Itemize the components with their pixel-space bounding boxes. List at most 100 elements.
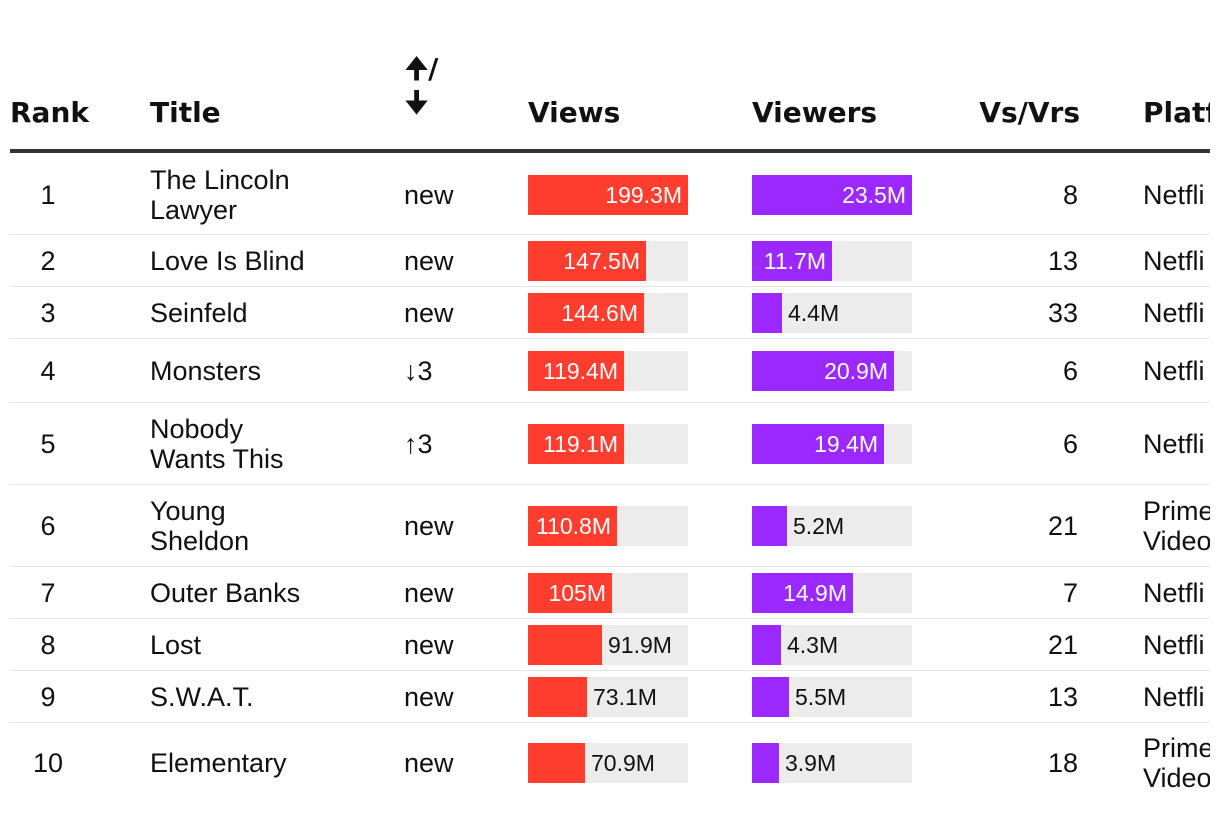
header-change: 🠉/ 🠋 (405, 52, 438, 120)
viewers-bar-track: 5.2M (752, 506, 912, 546)
views-bar-track: 147.5M (528, 241, 688, 281)
title-cell: S.W.A.T. (150, 682, 254, 712)
views-bar-track: 91.9M (528, 625, 688, 665)
row-divider (10, 402, 1210, 403)
change-cell: new (404, 630, 454, 660)
title-cell: Monsters (150, 356, 262, 386)
header-change-down: 🠋 (405, 86, 429, 119)
change-cell: new (404, 511, 454, 541)
viewers-bar (752, 424, 884, 464)
viewers-bar (752, 241, 832, 281)
ratio-cell: 21 (1047, 630, 1078, 660)
row-divider (10, 234, 1210, 235)
ratio-cell: 21 (1047, 511, 1078, 541)
views-bar-label: 110.8M (535, 513, 611, 539)
viewers-bar-track: 4.4M (752, 293, 912, 333)
views-bar-track: 105M (528, 573, 688, 613)
change-cell: ↑3 (404, 429, 433, 459)
rank-cell: 6 (40, 511, 56, 541)
change-cell: new (404, 246, 454, 276)
rank-cell: 3 (40, 298, 56, 328)
ratio-cell: 8 (1062, 180, 1078, 210)
rank-cell: 1 (40, 180, 56, 210)
change-cell: ↓3 (404, 356, 433, 386)
platform-cell: Netfli (1143, 630, 1205, 660)
views-bar-label: 119.1M (542, 431, 618, 457)
views-bar-label: 91.9M (608, 632, 672, 658)
viewers-bar-track: 23.5M (752, 175, 912, 215)
viewers-bar-label: 11.7M (763, 248, 826, 274)
views-bar-label: 73.1M (593, 684, 657, 710)
platform-cell: Netfli (1143, 429, 1205, 459)
viewers-bar-track: 20.9M (752, 351, 912, 391)
platform-cell: Video (1143, 526, 1210, 556)
views-bar-track: 70.9M (528, 743, 688, 783)
viewers-bar-track: 5.5M (752, 677, 912, 717)
ratio-cell: 6 (1062, 356, 1078, 386)
views-bar-label: 147.5M (563, 248, 640, 274)
title-cell: Nobody (150, 414, 244, 444)
ratio-cell: 6 (1062, 429, 1078, 459)
rank-cell: 7 (40, 578, 56, 608)
title-cell: Outer Banks (150, 578, 301, 608)
row-divider (10, 670, 1210, 671)
ranking-table: Rank Title 🠉/ 🠋 Views Viewers Vs/Vrs Pla… (10, 0, 1210, 814)
title-cell: The Lincoln (150, 165, 290, 195)
ratio-cell: 13 (1047, 246, 1078, 276)
header-title: Title (150, 96, 221, 129)
platform-cell: Prime (1143, 733, 1210, 763)
views-bar (528, 677, 587, 717)
title-cell: Sheldon (150, 526, 250, 556)
rank-cell: 5 (40, 429, 56, 459)
header-views: Views (528, 96, 621, 129)
header-change-up: 🠉/ (405, 52, 439, 85)
platform-cell: Netfli (1143, 298, 1205, 328)
viewers-bar-label: 14.9M (783, 580, 847, 606)
title-cell: Lost (150, 630, 202, 660)
views-bar-label: 199.3M (605, 182, 682, 208)
rank-cell: 2 (40, 246, 56, 276)
viewers-bar-label: 5.5M (795, 684, 847, 710)
viewers-bar-track: 11.7M (752, 241, 912, 281)
viewers-bar-label: 19.4M (814, 431, 878, 457)
title-cell: Love Is Blind (150, 246, 305, 276)
row-divider (10, 286, 1210, 287)
ratio-cell: 13 (1047, 682, 1078, 712)
viewers-bar-label: 4.4M (788, 300, 840, 326)
viewers-bar (752, 506, 787, 546)
platform-cell: Netfli (1143, 682, 1205, 712)
viewers-bar-track: 19.4M (752, 424, 912, 464)
viewers-bar-label: 4.3M (787, 632, 839, 658)
header-rank: Rank (10, 96, 90, 129)
viewers-bar (752, 743, 779, 783)
title-cell: Wants This (150, 444, 284, 474)
header-viewers: Viewers (752, 96, 878, 129)
rank-cell: 9 (40, 682, 56, 712)
platform-cell: Netfli (1143, 578, 1205, 608)
title-cell: Seinfeld (150, 298, 248, 328)
platform-cell: Prime (1143, 496, 1210, 526)
row-divider (10, 566, 1210, 567)
header-rule (10, 149, 1210, 153)
viewers-bar-label: 23.5M (842, 182, 906, 208)
viewers-bar (752, 625, 781, 665)
row-divider (10, 484, 1210, 485)
viewers-bar (752, 175, 912, 215)
views-bar (528, 293, 644, 333)
viewers-bar-track: 14.9M (752, 573, 912, 613)
views-bar (528, 351, 624, 391)
row-divider (10, 722, 1210, 723)
views-bar-track: 119.1M (528, 424, 688, 464)
platform-cell: Netfli (1143, 180, 1205, 210)
views-bar-label: 144.6M (561, 300, 638, 326)
views-bar-track: 119.4M (528, 351, 688, 391)
change-cell: new (404, 180, 454, 210)
change-cell: new (404, 298, 454, 328)
views-bar-label: 119.4M (542, 358, 618, 384)
views-bar-track: 199.3M (528, 175, 688, 215)
platform-cell: Video (1143, 763, 1210, 793)
viewers-bar (752, 351, 894, 391)
header-ratio: Vs/Vrs (979, 96, 1080, 129)
viewers-bar-track: 3.9M (752, 743, 912, 783)
views-bar (528, 743, 585, 783)
